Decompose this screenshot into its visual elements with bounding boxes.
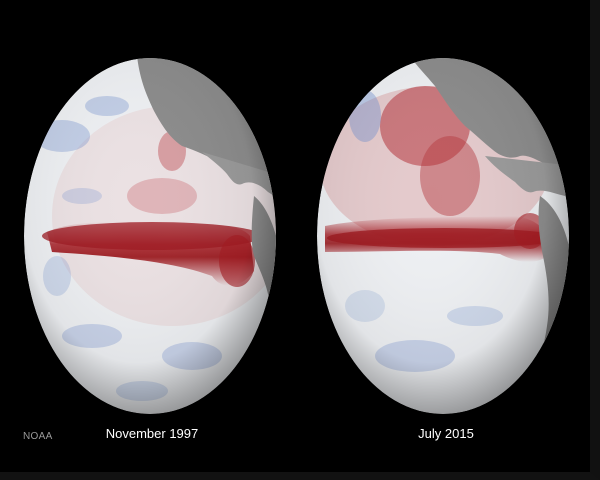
caption-left: November 1997 <box>105 426 199 441</box>
caption-right: July 2015 <box>418 426 474 441</box>
globe-november-1997 <box>22 56 282 416</box>
credit-label: NOAA <box>23 431 53 442</box>
globe-july-2015 <box>315 56 575 416</box>
